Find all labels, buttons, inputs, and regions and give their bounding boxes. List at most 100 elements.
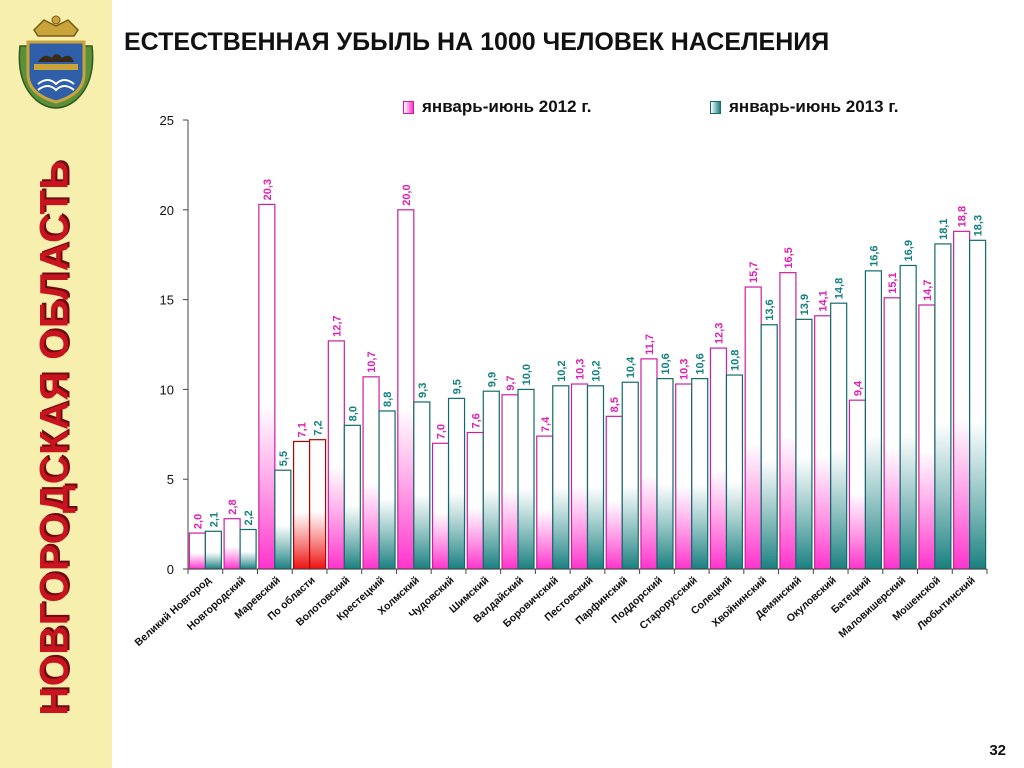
chart-legend: январь-июнь 2012 г. январь-июнь 2013 г. bbox=[0, 97, 1024, 121]
data-label-2013: 14,8 bbox=[834, 278, 846, 299]
bar-2013 bbox=[621, 381, 639, 570]
bar-2012 bbox=[640, 358, 658, 570]
bar-2012 bbox=[501, 394, 519, 570]
data-label-2012: 7,6 bbox=[470, 413, 482, 428]
bar-2013 bbox=[691, 378, 709, 570]
bar-2013 bbox=[586, 385, 605, 570]
sidebar-banner: НОВГОРОДСКАЯ ОБЛАСТЬ bbox=[0, 0, 112, 768]
bar-2012 bbox=[605, 415, 623, 570]
data-label-2013: 10,0 bbox=[521, 364, 533, 385]
data-label-2013: 9,9 bbox=[486, 372, 498, 387]
bar-2013 bbox=[447, 397, 466, 570]
bar-2012 bbox=[188, 532, 206, 570]
data-label-2012: 2,8 bbox=[227, 499, 239, 514]
bar-2013 bbox=[656, 378, 674, 570]
data-label-2012: 9,7 bbox=[505, 375, 517, 390]
bar-2013 bbox=[830, 302, 848, 570]
bar-2013 bbox=[934, 243, 952, 570]
bar-2012 bbox=[779, 272, 797, 570]
data-label-2013: 10,2 bbox=[591, 360, 603, 381]
data-label-2012: 10,7 bbox=[366, 351, 378, 372]
bar-2012 bbox=[675, 383, 693, 570]
y-tick-label: 10 bbox=[160, 382, 174, 397]
data-label-2013: 2,1 bbox=[208, 512, 220, 527]
data-label-2013: 18,1 bbox=[938, 219, 950, 240]
y-tick-label: 20 bbox=[160, 203, 174, 218]
data-label-2012: 12,3 bbox=[713, 323, 725, 344]
bar-2012 bbox=[292, 440, 311, 570]
bar-2013 bbox=[725, 374, 744, 570]
data-label-2013: 7,2 bbox=[313, 420, 325, 435]
data-label-2013: 13,9 bbox=[799, 294, 811, 315]
data-label-2013: 10,6 bbox=[695, 353, 707, 374]
data-label-2012: 14,1 bbox=[818, 290, 830, 311]
data-label-2012: 7,1 bbox=[297, 422, 309, 437]
y-tick-label: 5 bbox=[167, 472, 174, 487]
y-tick-label: 0 bbox=[167, 562, 174, 577]
bar-2012 bbox=[258, 203, 276, 570]
bar-2013 bbox=[482, 390, 500, 570]
legend-item-2013: январь-июнь 2013 г. bbox=[710, 97, 898, 117]
bar-2012 bbox=[570, 383, 589, 570]
bar-2013 bbox=[239, 528, 257, 570]
data-label-2013: 10,4 bbox=[625, 356, 637, 378]
data-label-2012: 20,3 bbox=[262, 179, 274, 200]
y-tick-label: 15 bbox=[160, 293, 174, 308]
bar-2013 bbox=[378, 410, 396, 570]
data-label-2012: 15,1 bbox=[887, 272, 899, 293]
bar-2012 bbox=[883, 297, 901, 570]
bar-2013 bbox=[552, 385, 570, 570]
data-label-2012: 12,7 bbox=[331, 315, 343, 336]
data-label-2013: 9,3 bbox=[417, 383, 429, 398]
bar-2012 bbox=[953, 230, 971, 570]
bar-2013 bbox=[969, 239, 987, 570]
bar-2012 bbox=[223, 518, 241, 570]
data-label-2012: 10,3 bbox=[575, 359, 587, 380]
bar-2012 bbox=[397, 209, 415, 570]
legend-label-2012: январь-июнь 2012 г. bbox=[422, 97, 592, 116]
data-label-2013: 5,5 bbox=[278, 451, 290, 466]
data-label-2013: 8,8 bbox=[382, 392, 394, 407]
data-label-2013: 2,2 bbox=[243, 510, 255, 525]
data-label-2012: 20,0 bbox=[401, 184, 413, 205]
data-label-2013: 9,5 bbox=[452, 379, 464, 394]
data-label-2013: 13,6 bbox=[764, 299, 776, 320]
data-label-2012: 2,0 bbox=[192, 514, 204, 529]
data-label-2013: 10,8 bbox=[729, 350, 741, 371]
bar-2012 bbox=[431, 442, 450, 570]
bar-2012 bbox=[709, 347, 728, 570]
data-label-2013: 18,3 bbox=[973, 215, 985, 236]
bar-2012 bbox=[918, 304, 936, 570]
bar-2013 bbox=[864, 270, 883, 570]
bar-2013 bbox=[413, 401, 431, 570]
data-label-2012: 14,7 bbox=[922, 280, 934, 301]
page-title: ЕСТЕСТВЕННАЯ УБЫЛЬ НА 1000 ЧЕЛОВЕК НАСЕЛ… bbox=[124, 28, 830, 56]
bar-2012 bbox=[814, 315, 832, 570]
bar-2013 bbox=[204, 530, 222, 570]
bar-2013 bbox=[760, 324, 778, 570]
data-label-2012: 8,5 bbox=[609, 397, 621, 412]
legend-label-2013: январь-июнь 2013 г. bbox=[729, 97, 899, 116]
y-tick-label: 25 bbox=[160, 113, 174, 128]
data-label-2013: 10,2 bbox=[556, 360, 568, 381]
bar-2012 bbox=[362, 376, 380, 570]
page-number: 32 bbox=[989, 742, 1006, 759]
legend-swatch-2012 bbox=[403, 100, 414, 114]
legend-swatch-2013 bbox=[710, 100, 721, 114]
data-label-2012: 18,8 bbox=[957, 206, 969, 227]
data-label-2012: 10,3 bbox=[679, 359, 691, 380]
bar-2012 bbox=[744, 286, 762, 570]
bar-2013 bbox=[795, 318, 813, 570]
coat-of-arms-icon bbox=[18, 15, 94, 109]
bar-2013 bbox=[274, 469, 292, 570]
data-label-2012: 7,4 bbox=[540, 416, 552, 432]
data-label-2013: 16,9 bbox=[903, 240, 915, 261]
bar-2012 bbox=[848, 399, 867, 570]
bar-2012 bbox=[327, 340, 345, 570]
bar-2012 bbox=[536, 435, 554, 570]
data-label-2013: 10,6 bbox=[660, 353, 672, 374]
bar-2013 bbox=[899, 264, 917, 570]
bar-2013 bbox=[343, 424, 361, 570]
legend-item-2012: январь-июнь 2012 г. bbox=[403, 97, 591, 117]
